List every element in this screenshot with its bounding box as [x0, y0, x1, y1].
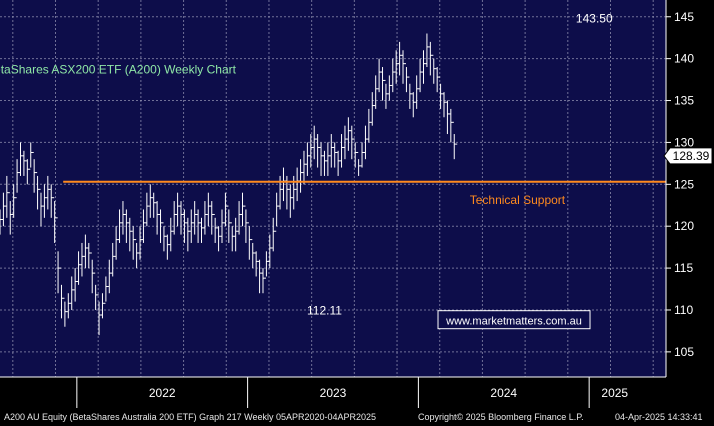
x-axis: 2022 2023 2024 2025: [0, 376, 714, 408]
grid-lines: [0, 0, 666, 377]
y-tick-label: 135: [674, 94, 694, 108]
price-chart: Technical Support BetaShares ASX200 ETF (…: [0, 0, 714, 408]
watermark-text: www.marketmatters.com.au: [445, 316, 582, 328]
y-tick-label: 105: [674, 345, 694, 359]
footer-copyright: Copyright© 2025 Bloomberg Finance L.P.: [418, 412, 584, 422]
y-tick-label: 130: [674, 135, 694, 149]
y-tick-label: 125: [674, 177, 694, 191]
price-annotation: 143.50: [576, 11, 613, 25]
x-tick-label: 2023: [320, 386, 347, 400]
x-tick-label: 2025: [601, 386, 628, 400]
watermark-box: [437, 310, 591, 330]
x-axis-band: [0, 377, 714, 408]
y-tick-label: 110: [674, 303, 693, 317]
price-annotation: 112.11: [307, 303, 342, 317]
annotations-layer: Technical Support BetaShares ASX200 ETF (…: [0, 11, 666, 330]
footer-bar: A200 AU Equity (BetaShares Australia 200…: [0, 408, 714, 426]
x-tick-label: 2022: [149, 386, 176, 400]
x-tick-label: 2024: [490, 386, 517, 400]
footer-security-info: A200 AU Equity (BetaShares Australia 200…: [4, 412, 377, 422]
last-price-badge: [663, 147, 713, 165]
chart-title: BetaShares ASX200 ETF (A200) Weekly Char…: [0, 63, 237, 77]
y-tick-label: 115: [674, 261, 693, 275]
y-tick-label: 145: [674, 10, 694, 24]
y-axis: 105 110 115 120 125 130 135 140 145 128.39: [663, 0, 713, 377]
y-tick-label: 120: [674, 219, 694, 233]
support-label: Technical Support: [470, 193, 566, 207]
footer-timestamp: 04-Apr-2025 14:33:41: [615, 412, 703, 422]
y-tick-label: 140: [674, 52, 694, 66]
last-price-label: 128.39: [673, 149, 710, 163]
